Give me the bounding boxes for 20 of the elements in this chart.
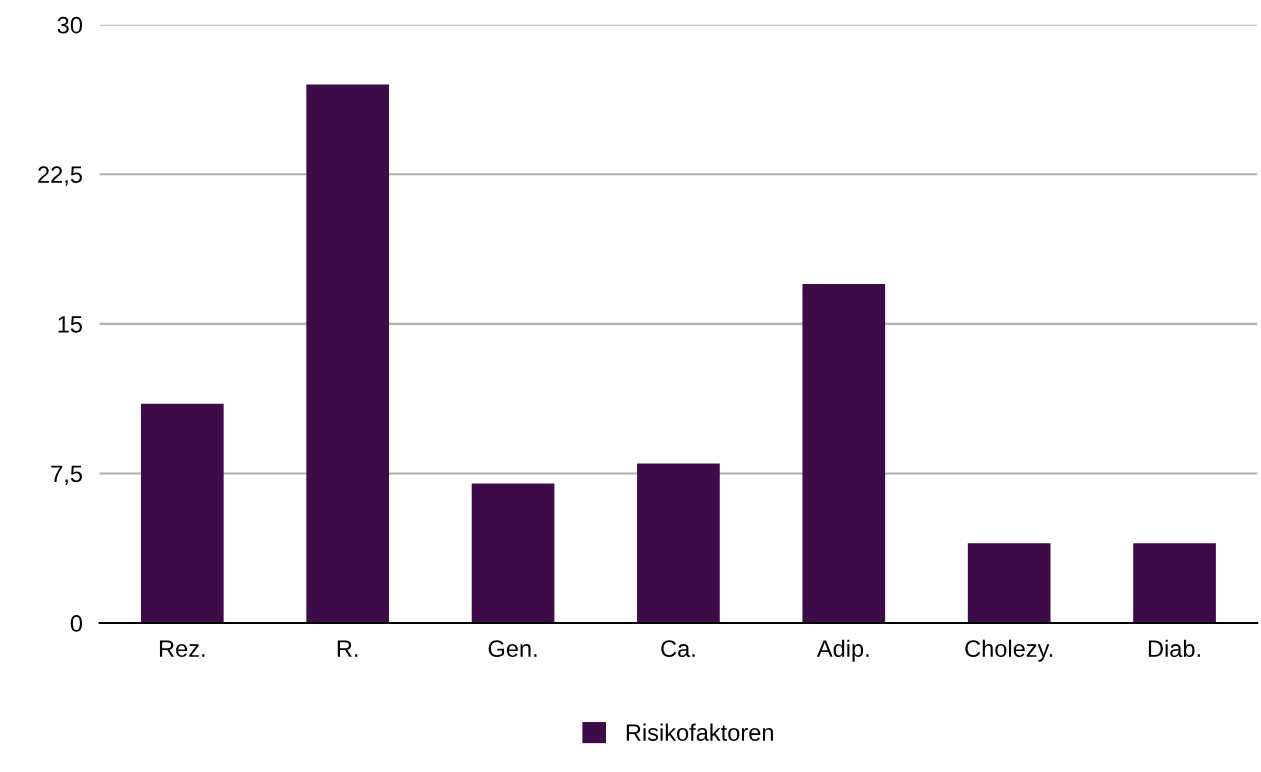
x-tick-label: Diab. bbox=[1148, 639, 1200, 658]
bar bbox=[306, 84, 390, 623]
x-tick-label: Cholezy. bbox=[965, 639, 1053, 662]
bar bbox=[1133, 543, 1216, 623]
y-tick-label: 0 bbox=[70, 615, 83, 632]
y-tick-label: 22,5 bbox=[38, 166, 82, 186]
y-tick-label: 15 bbox=[58, 316, 82, 333]
bar bbox=[967, 543, 1051, 623]
x-tick-label: R. bbox=[337, 640, 358, 657]
x-tick-label: Adip. bbox=[816, 639, 869, 662]
bar bbox=[471, 483, 555, 623]
bar bbox=[637, 463, 720, 623]
bar bbox=[802, 283, 886, 623]
bar bbox=[140, 403, 224, 623]
x-tick-label: Gen. bbox=[488, 640, 537, 658]
x-tick-label: Ca. bbox=[661, 640, 695, 658]
legend-label: Risikofaktoren bbox=[626, 723, 773, 741]
x-tick-label: Rez. bbox=[159, 640, 205, 658]
y-tick-label: 30 bbox=[57, 16, 83, 34]
y-tick-label: 7,5 bbox=[51, 465, 82, 486]
